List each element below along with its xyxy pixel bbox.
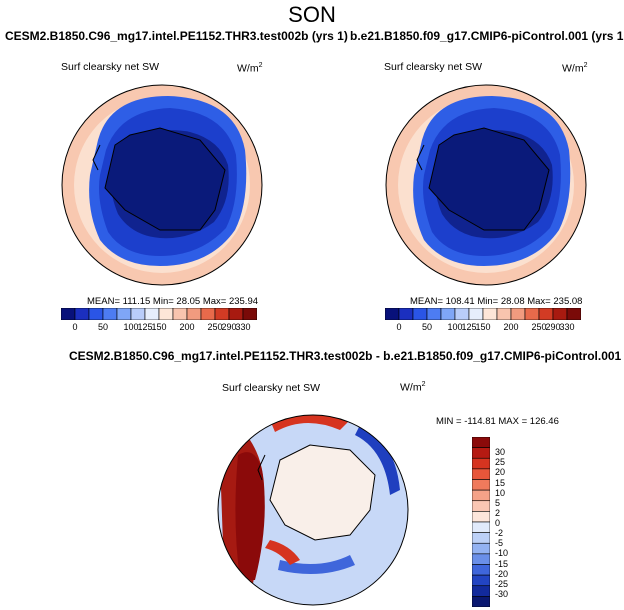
- cb-label: 290: [545, 322, 561, 332]
- cb-label: 25: [495, 457, 506, 467]
- colorbar-swatch: [472, 479, 490, 491]
- left-stats: MEAN= 111.15 Min= 28.05 Max= 235.94: [87, 296, 259, 307]
- cb-label: -10: [495, 548, 509, 558]
- cb-label: 50: [97, 322, 109, 332]
- cb-label: -5: [495, 538, 504, 548]
- left-colorbar: [61, 308, 257, 320]
- cb-label: 150: [151, 322, 167, 332]
- left-units-label: W/m2: [237, 62, 263, 75]
- colorbar-swatch: [538, 308, 554, 320]
- colorbar-swatch: [186, 308, 202, 320]
- cb-label: 50: [421, 322, 433, 332]
- diff-units-label: W/m2: [400, 381, 426, 394]
- cb-label: -30: [495, 589, 509, 599]
- season-title: SON: [288, 2, 336, 27]
- cb-label: 2: [495, 508, 501, 518]
- diff-colorbar: [472, 437, 490, 607]
- cb-label: 290: [221, 322, 237, 332]
- colorbar-swatch: [472, 500, 490, 512]
- colorbar-swatch: [482, 308, 498, 320]
- colorbar-swatch: [472, 521, 490, 533]
- cb-label: 20: [495, 467, 506, 477]
- cb-label: 100: [447, 322, 463, 332]
- cb-label: 330: [235, 322, 251, 332]
- diff-title: CESM2.B1850.C96_mg17.intel.PE1152.THR3.t…: [69, 349, 622, 363]
- colorbar-swatch: [472, 553, 490, 565]
- colorbar-swatch: [385, 308, 400, 320]
- colorbar-swatch: [496, 308, 512, 320]
- colorbar-swatch: [468, 308, 484, 320]
- colorbar-swatch: [454, 308, 470, 320]
- right-variable-label: Surf clearsky net SW: [384, 61, 483, 73]
- cb-label: 200: [503, 322, 519, 332]
- cb-label: -15: [495, 559, 509, 569]
- colorbar-swatch: [214, 308, 230, 320]
- colorbar-swatch: [144, 308, 160, 320]
- colorbar-swatch: [524, 308, 540, 320]
- colorbar-swatch: [130, 308, 146, 320]
- right-colorbar-labels: 0 50 100 125 150 200 250 290 330: [385, 322, 581, 334]
- diff-variable-label: Surf clearsky net SW: [222, 382, 321, 394]
- cb-label: -20: [495, 569, 509, 579]
- right-stats: MEAN= 108.41 Min= 28.08 Max= 235.08: [410, 296, 583, 307]
- colorbar-swatch: [102, 308, 118, 320]
- colorbar-swatch: [440, 308, 456, 320]
- cb-label: 5: [495, 498, 501, 508]
- colorbar-swatch: [472, 511, 490, 523]
- control-run-title: b.e21.B1850.f09_g17.CMIP6-piControl.001 …: [350, 29, 624, 43]
- cb-label: 125: [461, 322, 477, 332]
- cb-label: 30: [495, 447, 506, 457]
- colorbar-swatch: [200, 308, 216, 320]
- left-variable-label: Surf clearsky net SW: [61, 61, 160, 73]
- colorbar-swatch: [61, 308, 76, 320]
- test-run-title: CESM2.B1850.C96_mg17.intel.PE1152.THR3.t…: [5, 29, 348, 43]
- colorbar-swatch: [472, 585, 490, 597]
- cb-label: 0: [396, 322, 402, 332]
- colorbar-swatch: [472, 437, 490, 448]
- cb-label: 330: [559, 322, 575, 332]
- colorbar-swatch: [472, 489, 490, 502]
- colorbar-swatch: [472, 532, 490, 544]
- cb-label: -25: [495, 579, 509, 589]
- cb-label: 125: [137, 322, 153, 332]
- colorbar-swatch: [472, 468, 490, 480]
- cb-label: 250: [207, 322, 223, 332]
- colorbar-swatch: [412, 308, 428, 320]
- diff-colorbar-labels: 30 25 20 15 10 5 2 0 -2 -5 -10 -15 -20 -…: [495, 437, 525, 607]
- colorbar-swatch: [552, 308, 568, 320]
- colorbar-swatch: [242, 308, 257, 320]
- colorbar-swatch: [472, 564, 490, 576]
- colorbar-swatch: [88, 308, 104, 320]
- cb-label: -2: [495, 528, 504, 538]
- colorbar-swatch: [228, 308, 244, 320]
- colorbar-swatch: [426, 308, 442, 320]
- colorbar-swatch: [158, 308, 174, 320]
- colorbar-swatch: [472, 574, 490, 587]
- colorbar-swatch: [472, 596, 490, 607]
- right-units-label: W/m2: [562, 62, 588, 75]
- cb-label: 15: [495, 478, 506, 488]
- colorbar-swatch: [472, 457, 490, 470]
- cb-label: 0: [495, 518, 501, 528]
- cb-label: 200: [179, 322, 195, 332]
- cb-label: 10: [495, 488, 506, 498]
- colorbar-swatch: [472, 542, 490, 555]
- cb-label: 250: [531, 322, 547, 332]
- cb-label: 150: [475, 322, 491, 332]
- colorbar-swatch: [472, 447, 490, 459]
- left-colorbar-labels: 0 50 100 125 150 200 250 290 330: [61, 322, 257, 334]
- colorbar-swatch: [398, 308, 414, 320]
- diff-stats: MIN = -114.81 MAX = 126.46: [436, 416, 559, 427]
- cb-label: 0: [72, 322, 78, 332]
- cb-label: 100: [123, 322, 139, 332]
- colorbar-swatch: [566, 308, 581, 320]
- colorbar-swatch: [510, 308, 526, 320]
- colorbar-swatch: [172, 308, 188, 320]
- colorbar-swatch: [74, 308, 90, 320]
- right-colorbar: [385, 308, 581, 320]
- colorbar-swatch: [116, 308, 132, 320]
